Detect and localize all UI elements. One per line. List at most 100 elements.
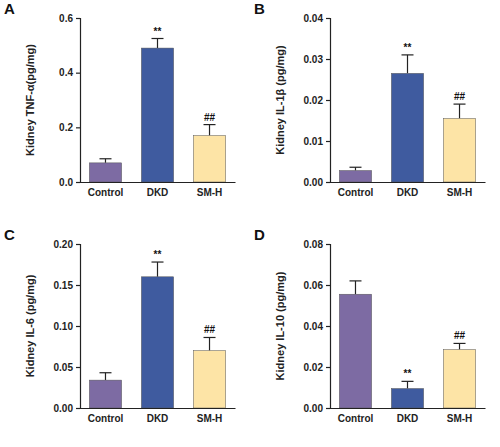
y-tick-mark bbox=[76, 182, 80, 183]
error-stem bbox=[105, 159, 106, 163]
x-tick-label: Control bbox=[338, 187, 374, 198]
panel: 0.000.010.020.030.04ControlDKDSM-HKidney… bbox=[254, 0, 486, 198]
y-tick-label: 0.03 bbox=[304, 54, 324, 65]
panel-label: D bbox=[254, 226, 265, 243]
error-cap bbox=[349, 280, 361, 281]
x-axis: Control DKD SM-H bbox=[81, 408, 236, 424]
x-tick-label: DKD bbox=[397, 413, 419, 424]
y-tick: 0.03 bbox=[304, 54, 330, 65]
significance-marker: ** bbox=[154, 26, 162, 37]
x-tick-label: SM-H bbox=[197, 187, 223, 198]
y-tick-mark bbox=[326, 141, 330, 142]
y-axis-title: Kidney IL-6 (pg/mg) bbox=[24, 274, 36, 377]
y-axis: 0.000.010.020.030.04 bbox=[304, 13, 331, 188]
x-tick: Control bbox=[338, 182, 374, 198]
y-tick-mark bbox=[76, 244, 80, 245]
y-tick-label: 0.05 bbox=[54, 362, 74, 373]
y-tick-mark bbox=[76, 326, 80, 327]
bar bbox=[443, 350, 475, 408]
error-bar bbox=[402, 381, 414, 388]
plot-area bbox=[339, 281, 475, 408]
y-axis-title: Kidney TNF-α(pg/mg) bbox=[24, 44, 36, 156]
bar bbox=[391, 73, 423, 182]
y-tick-mark bbox=[326, 59, 330, 60]
y-tick-label: 0.00 bbox=[304, 403, 324, 414]
x-tick: SM-H bbox=[197, 182, 223, 198]
y-tick: 0.00 bbox=[304, 177, 330, 188]
y-tick: 0.20 bbox=[54, 239, 80, 250]
y-tick-label: 0.08 bbox=[304, 239, 324, 250]
x-axis: Control DKD SM-H bbox=[81, 182, 236, 198]
x-tick-label: DKD bbox=[147, 187, 169, 198]
y-tick: 0.08 bbox=[304, 239, 330, 250]
error-cap bbox=[204, 124, 216, 125]
significance-marker: ## bbox=[204, 324, 216, 335]
bar bbox=[339, 294, 371, 408]
y-tick-mark bbox=[326, 18, 330, 19]
x-tick-label: Control bbox=[88, 413, 124, 424]
panel: 0.000.050.100.150.20ControlDKDSM-HKidney… bbox=[4, 226, 236, 424]
y-tick-label: 0.4 bbox=[59, 67, 73, 78]
y-tick: 0.02 bbox=[304, 95, 330, 106]
x-axis: ControlDKDSM-H bbox=[331, 408, 486, 424]
y-axis-title: Kidney IL-10 (pg/mg) bbox=[274, 271, 286, 380]
error-stem bbox=[209, 337, 210, 350]
panel-label: C bbox=[4, 226, 15, 243]
error-bar bbox=[152, 39, 164, 49]
plot-area bbox=[89, 262, 225, 408]
error-cap bbox=[99, 372, 111, 373]
x-axis-line bbox=[81, 182, 236, 183]
y-tick: 0.10 bbox=[54, 321, 80, 332]
y-axis-line bbox=[76, 19, 81, 183]
y-tick-mark bbox=[326, 244, 330, 245]
significance-marker: ## bbox=[454, 91, 466, 102]
x-tick-label: Control bbox=[88, 187, 124, 198]
error-stem bbox=[407, 381, 408, 388]
error-cap bbox=[454, 103, 466, 104]
x-tick: Control bbox=[88, 408, 124, 424]
y-tick-label: 0.0 bbox=[59, 177, 73, 188]
x-tick: DKD bbox=[147, 182, 169, 198]
x-axis-line bbox=[331, 182, 486, 183]
y-axis-line bbox=[326, 19, 331, 183]
y-tick: 0.0 bbox=[59, 177, 80, 188]
y-tick-label: 0.6 bbox=[59, 13, 73, 24]
x-tick: DKD bbox=[397, 408, 419, 424]
error-bar bbox=[152, 262, 164, 277]
y-tick: 0.04 bbox=[304, 13, 330, 24]
panel: 0.00.20.40.6ControlDKDSM-HKidney TNF-α(p… bbox=[4, 0, 236, 198]
significance-marker: ## bbox=[454, 330, 466, 341]
plot-area bbox=[89, 39, 225, 183]
bar bbox=[89, 380, 121, 408]
x-tick: SM-H bbox=[197, 408, 223, 424]
y-tick-mark bbox=[76, 127, 80, 128]
y-tick: 0.15 bbox=[54, 280, 80, 291]
y-tick-mark bbox=[326, 182, 330, 183]
x-tick: Control bbox=[88, 182, 124, 198]
y-tick: 0.05 bbox=[54, 362, 80, 373]
y-axis-title: Kidney IL-1β (pg/mg) bbox=[274, 45, 286, 155]
x-tick: DKD bbox=[147, 408, 169, 424]
y-tick-mark bbox=[76, 285, 80, 286]
error-cap bbox=[152, 38, 164, 39]
x-tick-label: SM-H bbox=[447, 413, 473, 424]
error-bar bbox=[349, 281, 361, 294]
y-axis: 0.000.050.100.150.20 bbox=[54, 239, 81, 414]
error-stem bbox=[355, 281, 356, 294]
error-stem bbox=[459, 104, 460, 118]
y-tick: 0.4 bbox=[59, 67, 80, 78]
error-bar bbox=[402, 55, 414, 73]
x-tick-label: DKD bbox=[397, 187, 419, 198]
y-tick: 0.02 bbox=[304, 362, 330, 373]
y-tick-mark bbox=[326, 100, 330, 101]
y-tick-label: 0.02 bbox=[304, 362, 324, 373]
y-tick-label: 0.04 bbox=[304, 321, 324, 332]
bar bbox=[141, 277, 173, 408]
y-tick: 0.6 bbox=[59, 13, 80, 24]
y-axis-line bbox=[326, 245, 331, 409]
y-tick-label: 0.02 bbox=[304, 95, 324, 106]
plot-area bbox=[339, 55, 475, 182]
bar bbox=[193, 351, 225, 408]
y-axis: 0.00.20.40.6 bbox=[59, 13, 80, 188]
error-cap bbox=[204, 337, 216, 338]
